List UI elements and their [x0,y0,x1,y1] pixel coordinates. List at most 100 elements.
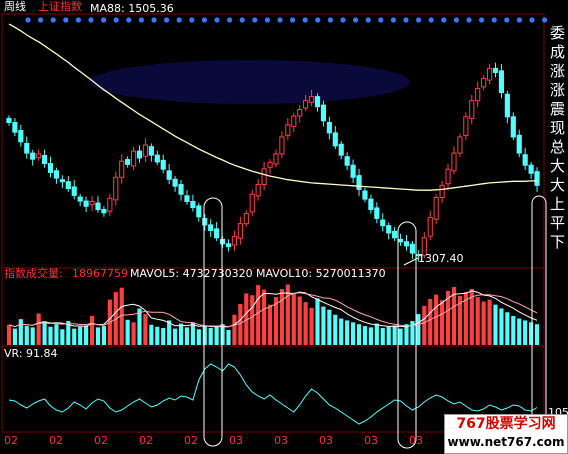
volume-bar [214,326,219,345]
volume-bar [226,329,231,345]
volume-bar [327,309,332,345]
signal-dot [25,17,31,23]
watermark-title: 767股票学习网 [456,416,556,432]
candle-series [6,62,540,262]
candle-body [166,170,172,180]
candle-body [439,184,445,198]
candle-body [397,238,404,243]
volume-bar [12,328,17,345]
volume-bar [173,328,178,345]
mavol5-line [8,290,538,328]
x-tick-label: 03 [229,434,243,447]
volume-bar [392,325,397,345]
candle-body [445,168,451,185]
candle-body [249,193,255,213]
candle-body [380,219,386,227]
signal-dot [227,17,233,23]
volume-bar [428,299,433,345]
volume-bar [190,322,195,345]
signal-dot [516,17,523,23]
x-tick-label: 03 [364,434,378,447]
candle-body [77,196,83,202]
right-label: 震 [550,100,565,118]
candle-body [208,224,214,232]
candle-body [261,168,267,186]
candle-body [469,100,475,119]
signal-dot [113,17,119,23]
candle-body [344,156,350,166]
volume-bar [101,326,106,345]
candle-body [101,209,107,214]
volume-bar [66,321,71,345]
signal-dot [88,17,94,23]
signal-dot [365,17,371,23]
volume-bar [362,326,368,345]
candle-body [481,78,487,88]
candle-body [219,238,226,245]
candle-body [125,159,131,165]
signal-dot [50,17,56,23]
right-label: 现 [550,119,565,137]
signal-dot [441,17,447,23]
volume-bar [451,287,457,345]
signal-dot [189,17,195,23]
candle-body [154,154,160,163]
candle-body [279,136,285,155]
right-label: 大 [550,157,565,175]
volume-bar [487,299,492,345]
candle-body [362,190,368,200]
candle-body [172,178,178,187]
signal-dot [302,17,308,23]
candle-body [314,96,321,108]
x-tick-label: 02 [4,434,18,447]
volume-bar [119,287,124,345]
highlight-region [90,60,410,104]
right-label: 下 [550,233,565,251]
signal-dot [252,17,258,23]
signal-dot [290,17,296,23]
signal-dot [327,17,333,23]
candle-body [392,230,398,239]
low-price-annotation: 1307.40 [418,252,464,265]
signal-dot [38,17,44,23]
candle-body [237,223,243,239]
candle-body [214,228,220,239]
candle-body [178,184,184,195]
volume-bar [475,297,480,345]
candle-body [130,150,137,167]
candle-body [332,132,338,147]
right-label: 大 [550,176,565,194]
candle-body [41,155,48,165]
volume-bar [422,305,427,345]
signal-dot [101,17,107,23]
volume-title: 指数成交量: [4,266,63,280]
signal-dot [353,17,359,23]
volume-bar [54,324,59,345]
candle-body [427,217,433,237]
signal-dot [428,17,434,23]
ma-label: MA88: 1505.36 [90,2,174,15]
candle-body [522,154,528,166]
candle-body [516,134,522,154]
x-tick-label: 02 [139,434,153,447]
right-label: 涨 [550,62,565,80]
volume-bar [262,289,267,345]
candle-body [475,88,481,102]
volume-bar [481,301,486,345]
volume-bar [178,323,184,345]
signal-dots [25,17,548,23]
volume-bar [232,314,237,345]
volume-bar [78,326,83,345]
volume-bar [469,288,474,345]
volume-bar [113,292,118,345]
volume-bar [410,321,415,345]
volume-bar [416,314,421,345]
candle-body [374,207,380,219]
volume-bar [499,308,504,345]
volume-bar [440,300,445,345]
volume-bar [60,329,65,345]
volume-bar [161,327,166,345]
volume-bar [356,324,362,345]
index-name: 上证指数 [38,0,82,13]
mavol5-label: MAVOL5: 4732730320 [130,267,253,280]
